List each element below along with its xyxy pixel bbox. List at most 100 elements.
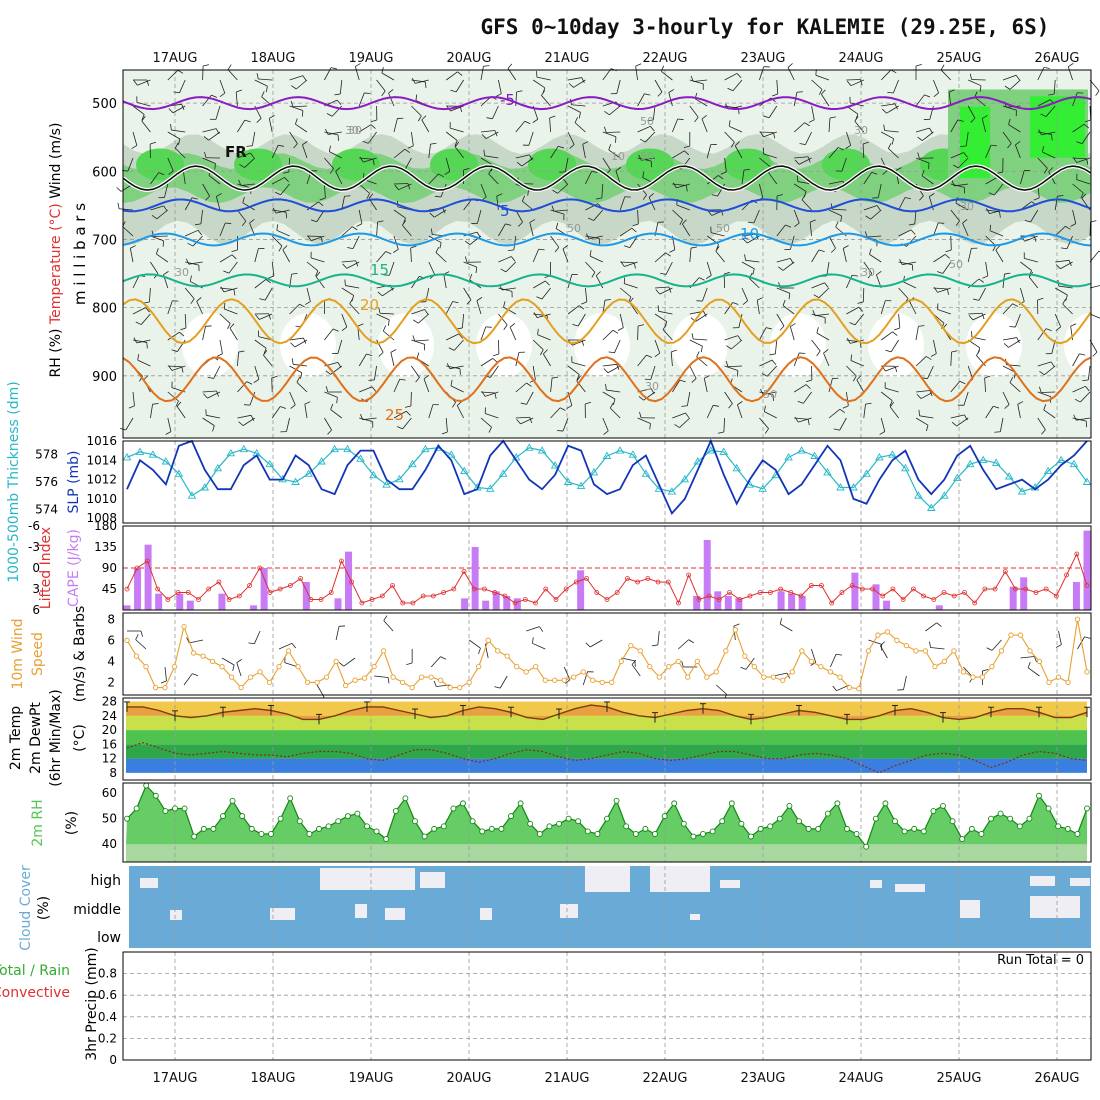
wind-barb	[609, 105, 621, 116]
wind-barb	[513, 235, 517, 250]
wind-barb	[278, 642, 293, 650]
wind-point	[941, 658, 948, 665]
rh-point	[556, 820, 562, 827]
wind-point	[523, 669, 529, 675]
wind-point	[571, 674, 577, 680]
rh-point	[440, 823, 447, 830]
wind-barb	[376, 79, 386, 92]
wind-barb	[289, 105, 303, 111]
wind-point	[542, 677, 548, 683]
wind-barb	[776, 313, 785, 327]
rh-label-a: 2m RH	[30, 799, 46, 846]
wind-barb	[237, 183, 251, 189]
wind-barb-feather	[216, 193, 222, 197]
wind-point	[685, 674, 691, 680]
wind-barb	[933, 339, 937, 354]
cloud-high	[870, 880, 882, 888]
wind-barb-feather	[1024, 220, 1031, 223]
wind-barb	[846, 275, 853, 289]
wind-barb-feather	[233, 289, 236, 296]
wind-barb	[501, 287, 516, 291]
wind-barb-feather	[1003, 343, 1009, 348]
wind-point	[979, 674, 986, 680]
cape-bar	[1072, 582, 1080, 610]
wind-barb-feather	[684, 150, 690, 156]
wind-barb	[940, 69, 952, 81]
wind-barb	[202, 157, 216, 164]
wind-barb-feather	[887, 91, 894, 94]
wind-barb-feather	[185, 258, 190, 265]
wind-barb-feather	[1004, 404, 1010, 409]
li-point	[584, 576, 589, 581]
wind-barb-feather	[387, 677, 390, 684]
cape-bar	[250, 605, 258, 610]
li-point	[430, 593, 436, 599]
wind-barb	[715, 250, 725, 263]
wind-barb	[582, 671, 588, 686]
wind-barb	[150, 404, 153, 419]
wind-barb	[662, 329, 673, 341]
wind-barb	[202, 128, 217, 133]
panel-frame	[122, 782, 1092, 863]
wind-barb	[463, 261, 477, 268]
wind-barb-feather	[291, 643, 296, 649]
cape-bar	[788, 593, 796, 610]
wind-barb	[1042, 151, 1056, 159]
wind-barb	[1008, 339, 1021, 348]
wind-barb-feather	[968, 315, 974, 321]
wind-barb-feather	[639, 138, 646, 143]
wind-barb-feather	[382, 325, 387, 332]
wind-barb	[589, 255, 603, 263]
wind-barb-feather	[549, 115, 556, 119]
wind-barb	[368, 131, 377, 144]
cloud-level-label: middle	[73, 902, 121, 918]
wind-barb	[741, 170, 745, 185]
wind-barb	[374, 365, 377, 380]
wind-barb-feather	[1015, 74, 1020, 81]
cloud-high	[420, 872, 445, 888]
wind-barb	[567, 131, 575, 145]
wind-barb	[956, 417, 969, 427]
wind-barb	[410, 247, 412, 263]
label-part: Temperature (°C)	[48, 203, 64, 325]
wind-barb	[764, 411, 777, 419]
wind-barb	[1002, 303, 1013, 315]
rh-point	[978, 831, 985, 837]
wind-barb-feather	[638, 154, 642, 161]
li-point	[768, 590, 773, 595]
wind-barb-feather	[852, 375, 857, 382]
wind-barb-feather	[794, 159, 800, 165]
wind-barb	[774, 339, 778, 354]
wind-barb	[854, 121, 865, 133]
wind-barb	[738, 313, 743, 328]
wind-barb	[1037, 391, 1052, 398]
li-point	[859, 586, 865, 592]
wind-barb	[374, 675, 389, 678]
wind-barb	[335, 171, 343, 185]
wind-barb-feather	[585, 233, 590, 240]
wind-barb	[1015, 313, 1021, 328]
wind-barb	[379, 312, 395, 315]
wind-barb-feather	[1037, 297, 1044, 301]
wind-barb	[167, 300, 173, 315]
rh-point	[1036, 792, 1042, 799]
wind-barb-feather	[1039, 386, 1042, 393]
thickness-point	[693, 457, 703, 465]
wind-barb	[776, 79, 779, 94]
isotherm-5	[122, 198, 1092, 213]
wind-barb-feather	[411, 77, 416, 84]
li-point	[890, 586, 896, 592]
wind-barb-feather	[632, 223, 639, 227]
wind-barb	[629, 235, 638, 248]
wind-barb-feather	[539, 626, 544, 632]
wind-barb	[135, 639, 147, 650]
date-label-top: 21AUG	[544, 51, 589, 66]
wind-barb-feather	[478, 648, 481, 654]
wind-barb-feather	[613, 398, 616, 405]
li-point	[645, 576, 651, 581]
wind-point	[504, 653, 510, 659]
wind-barb	[950, 209, 960, 222]
wind-barb-feather	[916, 393, 922, 399]
li-point	[594, 590, 600, 595]
